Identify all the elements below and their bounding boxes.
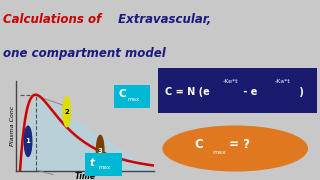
Polygon shape <box>20 95 154 171</box>
Text: -Ka*t: -Ka*t <box>275 79 291 84</box>
Ellipse shape <box>163 126 307 171</box>
Text: C: C <box>194 138 203 151</box>
X-axis label: Time: Time <box>74 172 95 180</box>
Y-axis label: Plasma Conc: Plasma Conc <box>10 106 15 146</box>
Text: ): ) <box>296 87 304 97</box>
Circle shape <box>24 126 32 156</box>
Text: Calculations of: Calculations of <box>3 13 101 26</box>
Text: max: max <box>212 150 226 155</box>
Text: t: t <box>89 158 94 168</box>
Text: 2: 2 <box>64 109 69 115</box>
Text: - e: - e <box>240 87 257 97</box>
Text: = ?: = ? <box>225 138 250 151</box>
Text: 3: 3 <box>98 148 103 154</box>
Text: 1: 1 <box>26 138 30 144</box>
Circle shape <box>63 97 70 127</box>
Text: one compartment model: one compartment model <box>3 47 166 60</box>
Text: max: max <box>99 165 111 170</box>
Text: C = N (e: C = N (e <box>165 87 210 97</box>
Text: Extravascular,: Extravascular, <box>114 13 211 26</box>
Circle shape <box>96 135 104 166</box>
Text: -Ke*t: -Ke*t <box>222 79 238 84</box>
Text: max: max <box>128 97 140 102</box>
Text: C: C <box>118 89 126 99</box>
